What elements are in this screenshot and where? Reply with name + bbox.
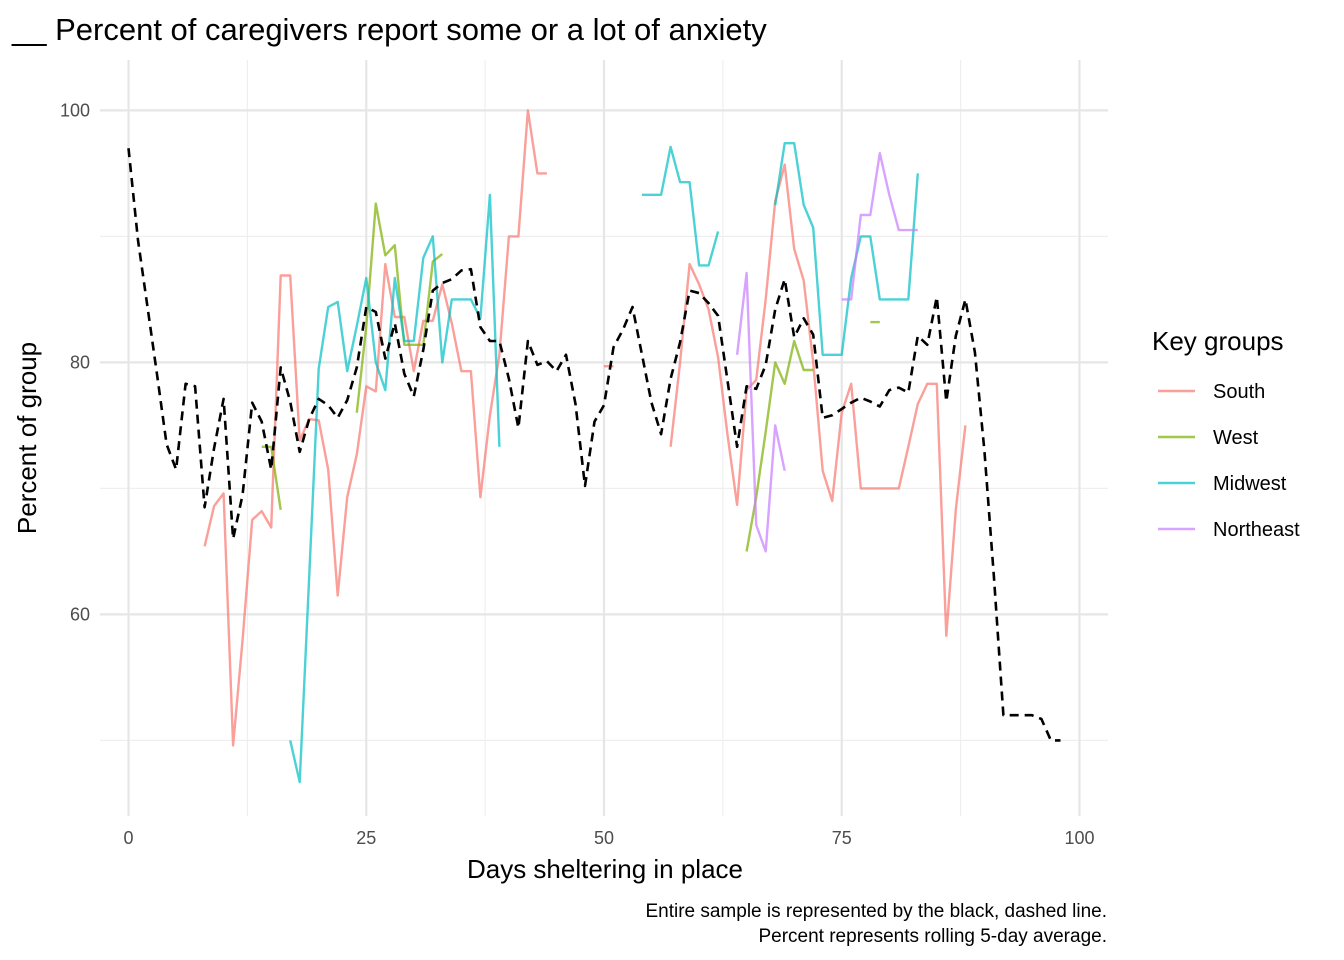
series-line (841, 151, 918, 301)
legend-item-northeast: Northeast (1158, 519, 1300, 541)
legend: Key groups South West Midwest Northeast (1152, 326, 1300, 541)
y-tick-label: 80 (70, 352, 90, 372)
x-tick-label: 100 (1064, 828, 1094, 848)
x-tick-label: 25 (356, 828, 376, 848)
series-line (745, 339, 814, 552)
series-line (289, 193, 501, 784)
legend-label: West (1213, 427, 1259, 449)
series-northeast (735, 151, 918, 553)
x-axis-title: Days sheltering in place (467, 854, 743, 884)
series-midwest (289, 141, 919, 784)
series-west (261, 202, 880, 552)
grid (100, 60, 1108, 816)
y-axis-title: Percent of group (12, 342, 42, 534)
x-tick-label: 0 (124, 828, 134, 848)
series-line (355, 202, 444, 413)
y-tick-label: 60 (70, 604, 90, 624)
legend-item-west: West (1158, 427, 1259, 449)
series-line (642, 145, 720, 267)
legend-label: Midwest (1213, 473, 1287, 495)
x-tick-label: 75 (832, 828, 852, 848)
y-axis-ticks: 60 80 100 (60, 100, 90, 624)
caption-line-2: Percent represents rolling 5-day average… (758, 926, 1107, 947)
series-line (203, 109, 547, 747)
x-axis-ticks: 0 25 50 75 100 (124, 828, 1095, 848)
series-south (203, 109, 967, 747)
plot-area (127, 109, 1061, 784)
legend-title: Key groups (1152, 326, 1284, 356)
series-entire-sample (127, 148, 1061, 742)
series-line (127, 148, 1061, 742)
series-line (261, 445, 282, 510)
legend-items: South West Midwest Northeast (1158, 381, 1300, 541)
series-line (774, 141, 919, 356)
legend-item-midwest: Midwest (1158, 473, 1287, 495)
legend-label: South (1213, 381, 1265, 403)
chart-title: __ Percent of caregivers report some or … (11, 12, 767, 47)
legend-label: Northeast (1213, 519, 1300, 541)
x-tick-label: 50 (594, 828, 614, 848)
y-tick-label: 100 (60, 100, 90, 120)
series-line (669, 163, 967, 637)
series-line (735, 271, 786, 553)
caption-line-1: Entire sample is represented by the blac… (645, 901, 1107, 922)
legend-item-south: South (1158, 381, 1265, 403)
